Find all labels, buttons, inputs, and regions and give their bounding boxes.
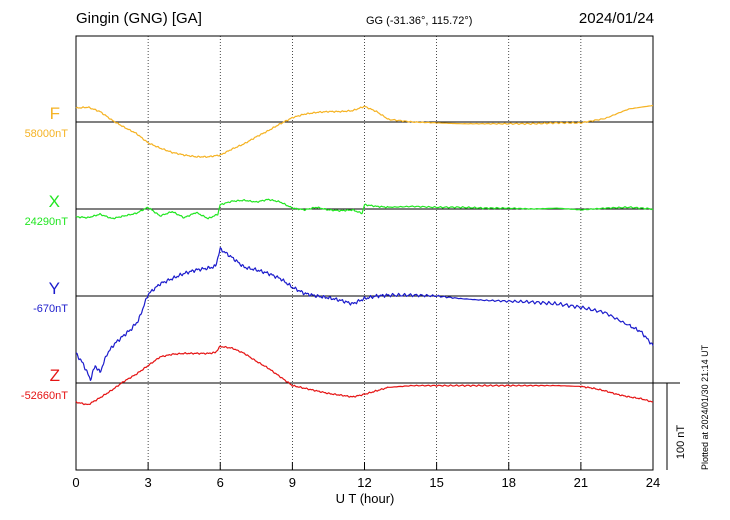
station-coordinates: GG (-31.36°, 115.72°) (366, 15, 473, 27)
baseline-label-z: -52660nT (20, 390, 68, 402)
x-tick-label: 15 (429, 475, 443, 490)
x-tick-label: 9 (289, 475, 296, 490)
series-name-y: Y (48, 279, 60, 298)
x-tick-label: 12 (357, 475, 371, 490)
x-tick-label: 6 (217, 475, 224, 490)
baseline-label-x: 24290nT (24, 216, 68, 228)
scale-label: 100 nT (675, 425, 687, 460)
series-line-f (75, 104, 654, 158)
x-axis: 0 3 6 9 12 15 18 21 24 (72, 121, 660, 490)
channel-label-f: F 58000nT (25, 104, 68, 140)
series-line-z (75, 345, 654, 406)
x-tick-label: 3 (145, 475, 152, 490)
series-line-y (75, 247, 654, 381)
baseline-label-f: 58000nT (24, 128, 68, 140)
channel-label-x: X 24290nT (25, 192, 68, 228)
chart-date: 2024/01/24 (578, 10, 654, 27)
channel-label-z: Z -52660nT (21, 366, 68, 402)
scale-bar (653, 382, 680, 470)
x-axis-label: U T (hour) (336, 491, 395, 506)
plotted-note: Plotted at 2024/01/30 21:14 UT (700, 344, 710, 470)
series-line-x (75, 198, 654, 220)
series-name-z: Z (49, 366, 60, 385)
series-name-x: X (48, 192, 60, 211)
series-group (75, 104, 654, 406)
x-tick-label: 24 (646, 475, 660, 490)
x-tick-label: 18 (502, 475, 516, 490)
grid (147, 36, 582, 470)
station-title: Gingin (GNG) [GA] (76, 10, 202, 27)
x-tick-label: 0 (72, 475, 79, 490)
baseline-label-y: -670nT (33, 303, 68, 315)
series-name-f: F (49, 104, 60, 123)
x-tick-label: 21 (574, 475, 588, 490)
channel-label-y: Y -670nT (33, 279, 68, 315)
